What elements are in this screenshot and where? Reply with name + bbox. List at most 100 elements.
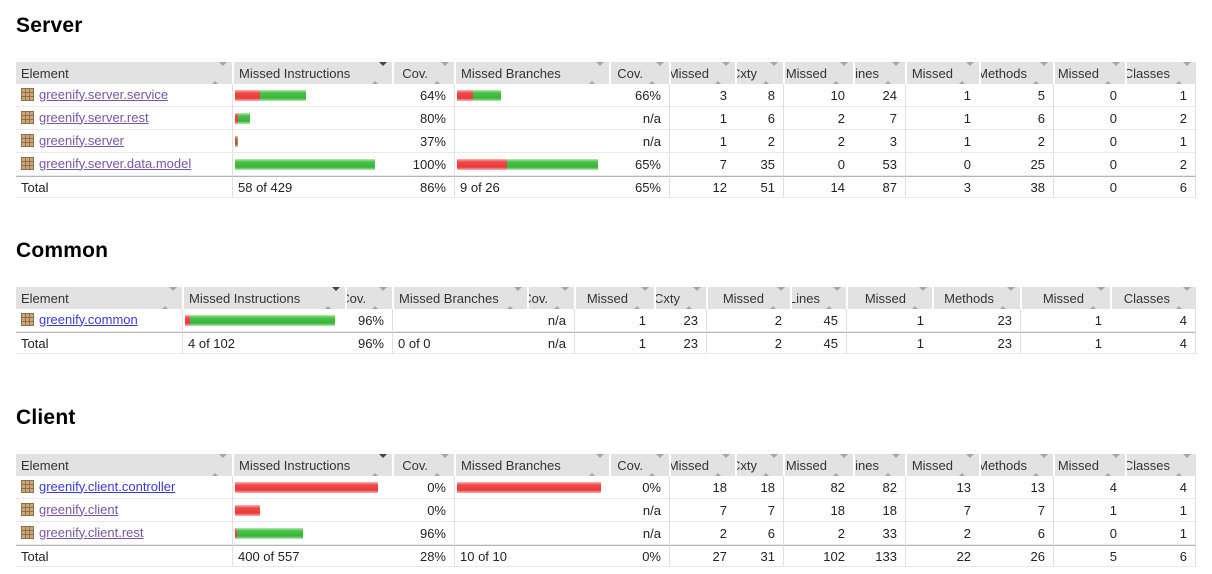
missed-bar-segment bbox=[235, 112, 238, 124]
column-header-methods[interactable]: Methods bbox=[979, 62, 1053, 84]
column-header-cxty[interactable]: Cxty bbox=[735, 62, 783, 84]
column-header-label: Cov. bbox=[402, 65, 428, 81]
total-cxty: 23 bbox=[654, 332, 706, 354]
sort-icon bbox=[588, 454, 604, 476]
column-header-missed-methods[interactable]: Missed bbox=[905, 62, 979, 84]
column-header-label: Cxty bbox=[737, 65, 757, 81]
column-header-lines[interactable]: Lines bbox=[853, 62, 905, 84]
column-header-missed-branches[interactable]: Missed Branches bbox=[454, 454, 609, 476]
branch-bar-cell bbox=[454, 476, 609, 499]
branch-coverage-bar bbox=[457, 476, 607, 498]
cell-lines: 53 bbox=[853, 153, 905, 176]
column-header-label: Missed bbox=[1057, 65, 1099, 81]
column-header-element[interactable]: Element bbox=[16, 454, 232, 476]
sort-down-arrow-icon bbox=[1007, 287, 1015, 306]
column-header-label: Missed bbox=[911, 457, 953, 473]
cell-cxty: 8 bbox=[735, 84, 783, 107]
column-header-cxty[interactable]: Cxty bbox=[654, 287, 706, 309]
column-header-branch-coverage[interactable]: Cov. bbox=[609, 454, 669, 476]
cell-missed-classes: 0 bbox=[1053, 522, 1125, 545]
total-methods: 23 bbox=[932, 332, 1020, 354]
column-header-branch-coverage[interactable]: Cov. bbox=[609, 62, 669, 84]
cell-classes: 1 bbox=[1125, 499, 1196, 522]
cell-missed-lines: 2 bbox=[783, 522, 853, 545]
instruction-bar-cell bbox=[232, 84, 392, 107]
total-row: Total 58 of 429 86% 9 of 26 65% 12 51 14 87 3 38 0 6 bbox=[16, 176, 1196, 198]
column-header-classes[interactable]: Classes bbox=[1125, 454, 1196, 476]
package-link[interactable]: greenify.client bbox=[39, 501, 119, 517]
package-link[interactable]: greenify.server.rest bbox=[39, 109, 149, 125]
sort-icon bbox=[958, 454, 974, 476]
missed-bar-segment bbox=[185, 314, 190, 326]
column-header-methods[interactable]: Methods bbox=[979, 454, 1053, 476]
package-link[interactable]: greenify.server.data.model bbox=[39, 155, 192, 171]
column-header-missed-lines[interactable]: Missed bbox=[783, 454, 853, 476]
total-label: Total bbox=[16, 545, 232, 567]
column-header-missed-branches[interactable]: Missed Branches bbox=[392, 287, 527, 309]
column-header-methods[interactable]: Methods bbox=[932, 287, 1020, 309]
column-header-missed-classes[interactable]: Missed bbox=[1020, 287, 1110, 309]
column-header-missed-lines[interactable]: Missed bbox=[706, 287, 790, 309]
package-link[interactable]: greenify.client.rest bbox=[39, 524, 144, 540]
column-header-element[interactable]: Element bbox=[16, 287, 182, 309]
cell-branch-coverage: 65% bbox=[609, 153, 669, 176]
table-row: greenify.client.controller 0% 0% 18 18 82 82 13… bbox=[16, 476, 1196, 499]
total-missed-methods: 22 bbox=[905, 545, 979, 567]
column-header-missed-instructions[interactable]: Missed Instructions bbox=[232, 454, 392, 476]
package-link[interactable]: greenify.server.service bbox=[39, 86, 169, 102]
cell-classes: 1 bbox=[1125, 84, 1196, 107]
sort-up-arrow-icon bbox=[588, 65, 596, 84]
sort-down-arrow-icon bbox=[1112, 62, 1120, 81]
column-header-missed-lines[interactable]: Missed bbox=[783, 62, 853, 84]
column-header-missed-cxty[interactable]: Missed bbox=[574, 287, 654, 309]
column-header-label: Element bbox=[21, 457, 69, 473]
cell-cxty: 2 bbox=[735, 130, 783, 153]
cell-instruction-coverage: 96% bbox=[392, 522, 454, 545]
header-row: Element Missed Instructions Cov. Missed Bra… bbox=[16, 62, 1196, 84]
covered-bar-segment bbox=[473, 89, 501, 101]
column-header-missed-methods[interactable]: Missed bbox=[905, 454, 979, 476]
sort-up-arrow-icon bbox=[762, 457, 770, 476]
total-branches: 10 of 10 bbox=[454, 545, 609, 567]
column-header-cxty[interactable]: Cxty bbox=[735, 454, 783, 476]
column-header-missed-classes[interactable]: Missed bbox=[1053, 454, 1125, 476]
cell-missed-lines: 18 bbox=[783, 499, 853, 522]
branch-bar-cell bbox=[454, 107, 609, 130]
cell-missed-classes: 0 bbox=[1053, 84, 1125, 107]
cell-lines: 3 bbox=[853, 130, 905, 153]
table-row: greenify.server.data.model 100% 65% 7 35 0 53 0… bbox=[16, 153, 1196, 176]
sort-up-arrow-icon bbox=[685, 290, 693, 309]
column-header-element[interactable]: Element bbox=[16, 62, 232, 84]
column-header-classes[interactable]: Classes bbox=[1125, 62, 1196, 84]
element-cell: greenify.server.data.model bbox=[16, 153, 232, 176]
package-icon bbox=[21, 110, 34, 127]
column-header-instruction-coverage[interactable]: Cov. bbox=[392, 62, 454, 84]
package-link[interactable]: greenify.common bbox=[39, 311, 138, 327]
sort-icon bbox=[553, 287, 569, 309]
column-header-instruction-coverage[interactable]: Cov. bbox=[345, 287, 392, 309]
column-header-missed-classes[interactable]: Missed bbox=[1053, 62, 1125, 84]
column-header-missed-instructions[interactable]: Missed Instructions bbox=[232, 62, 392, 84]
cell-missed-methods: 1 bbox=[905, 107, 979, 130]
column-header-missed-branches[interactable]: Missed Branches bbox=[454, 62, 609, 84]
package-link[interactable]: greenify.server bbox=[39, 132, 125, 148]
cell-missed-methods: 1 bbox=[905, 84, 979, 107]
column-header-classes[interactable]: Classes bbox=[1110, 287, 1196, 309]
instruction-bar-cell bbox=[182, 309, 345, 332]
sort-icon bbox=[685, 287, 701, 309]
column-header-branch-coverage[interactable]: Cov. bbox=[527, 287, 574, 309]
instruction-bar-cell bbox=[232, 153, 392, 176]
column-header-missed-cxty[interactable]: Missed bbox=[669, 454, 735, 476]
column-header-instruction-coverage[interactable]: Cov. bbox=[392, 454, 454, 476]
sort-up-arrow-icon bbox=[1175, 290, 1183, 309]
column-header-missed-cxty[interactable]: Missed bbox=[669, 62, 735, 84]
column-header-missed-instructions[interactable]: Missed Instructions bbox=[182, 287, 345, 309]
package-link[interactable]: greenify.client.controller bbox=[39, 478, 176, 494]
total-branch-coverage: 0% bbox=[609, 545, 669, 567]
cell-lines: 45 bbox=[790, 309, 846, 332]
column-header-lines[interactable]: Lines bbox=[853, 454, 905, 476]
column-header-lines[interactable]: Lines bbox=[790, 287, 846, 309]
cell-missed-lines: 82 bbox=[783, 476, 853, 499]
column-header-missed-methods[interactable]: Missed bbox=[846, 287, 932, 309]
instruction-coverage-bar bbox=[235, 476, 390, 498]
